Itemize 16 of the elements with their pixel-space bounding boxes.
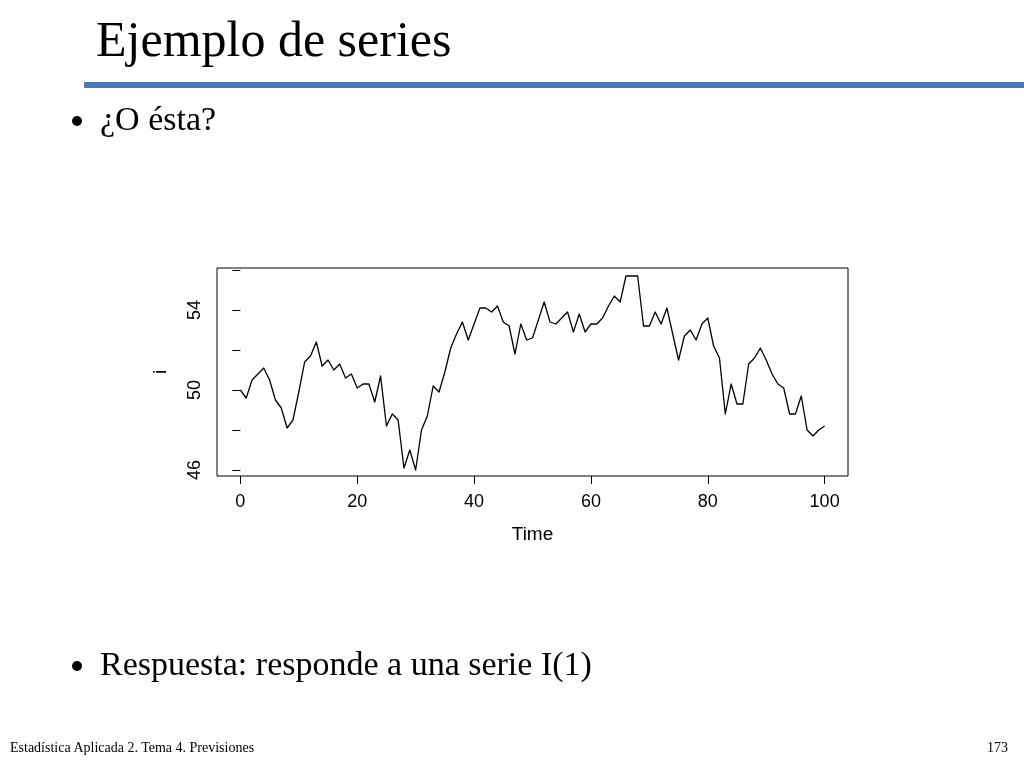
x-axis-title: Time — [511, 523, 554, 544]
x-tick-label: 40 — [464, 491, 485, 511]
y-tick-label: 46 — [184, 459, 204, 481]
x-tick-label: 20 — [347, 491, 368, 511]
y-tick-label: 50 — [184, 379, 204, 401]
text: Estadística Aplicada 2. Tema 4. Previsiones — [10, 740, 255, 756]
y-axis-title: i — [149, 369, 170, 375]
x-tick-label: 60 — [580, 491, 601, 511]
text: ¿O ésta? — [100, 100, 217, 138]
x-tick-label: 100 — [809, 491, 840, 511]
x-tick-label: 80 — [697, 491, 718, 511]
text: Respuesta: responde a una serie I(1) — [100, 645, 592, 683]
x-tick-label: 0 — [235, 491, 246, 511]
y-tick-label: 54 — [184, 299, 204, 321]
chart-title: Ejemplo de series — [96, 10, 452, 68]
text: 173 — [987, 740, 1008, 756]
